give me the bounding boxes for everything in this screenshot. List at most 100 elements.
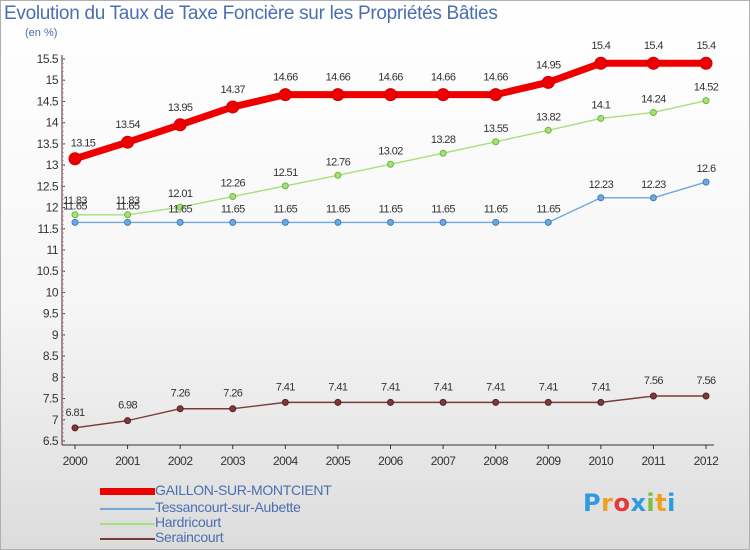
data-label: 6.98 [118,400,137,412]
data-point [121,135,135,149]
data-label: 14.95 [536,59,561,71]
y-tick-label: 14 [46,116,59,130]
y-tick-label: 10.5 [37,264,59,278]
data-point [71,424,79,432]
data-point [226,100,240,114]
data-point [492,138,500,146]
x-tick-label: 2003 [220,454,246,468]
x-tick-label: 2009 [536,454,562,468]
data-point [702,97,710,105]
data-point [492,218,500,226]
x-tick-label: 2007 [431,454,457,468]
data-label: 13.54 [115,119,140,131]
data-label: 13.82 [536,111,561,123]
legend-label-tessancourt: Tessancourt-sur-Aubette [155,499,301,515]
data-label: 7.26 [223,388,242,400]
y-tick-label: 7 [52,413,59,427]
data-label: 12.76 [326,156,351,168]
data-point [176,203,184,211]
data-label: 7.41 [539,381,558,393]
data-label: 14.66 [431,72,456,84]
data-label: 11.65 [273,203,297,215]
data-point [229,405,237,413]
data-label: 12.51 [273,167,298,179]
data-label: 12.6 [696,163,715,175]
data-point [229,218,237,226]
x-tick-label: 2002 [168,454,194,468]
data-label: 7.41 [328,381,347,393]
data-point [699,56,713,70]
y-tick-label: 12 [46,201,59,215]
data-label: 11.65 [431,203,455,215]
y-tick-label: 14.5 [37,94,59,108]
data-label: 12.23 [589,179,614,191]
data-label: 7.56 [644,375,663,387]
y-tick-label: 11.5 [38,222,59,236]
data-label: 7.26 [171,388,190,400]
data-label: 6.81 [65,407,84,419]
data-point [281,218,289,226]
logo-letter: i [646,489,656,517]
data-point [544,398,552,406]
data-label: 11.65 [63,200,87,212]
y-tick-label: 15 [46,73,59,87]
logo-letter: i [667,489,676,517]
data-label: 14.37 [220,84,245,96]
data-point [124,218,132,226]
data-point [649,108,657,116]
data-point [597,194,605,202]
x-tick-label: 2010 [588,454,614,468]
data-label: 12.01 [168,188,193,200]
data-point [439,218,447,226]
data-point [649,392,657,400]
x-tick-label: 2001 [115,454,141,468]
x-tick-label: 2004 [273,454,299,468]
data-label: 13.15 [71,138,96,150]
data-point [281,398,289,406]
legend-label-seraincourt: Seraincourt [155,529,224,545]
data-label: 11.83 [63,195,87,207]
x-tick-label: 2005 [326,454,352,468]
legend-swatch-tessancourt [100,508,155,510]
data-label: 14.66 [483,72,508,84]
data-point [331,88,345,102]
data-label: 11.83 [116,195,140,207]
y-tick-label: 12.5 [37,179,59,193]
data-point [439,398,447,406]
data-label: 14.1 [591,99,610,111]
data-label: 15.4 [696,40,715,52]
y-tick-label: 10 [46,285,59,299]
data-point [544,126,552,134]
y-tick-label: 13 [46,158,59,172]
x-tick-label: 2008 [483,454,509,468]
legend-label-hardricourt: Hardricourt [155,514,221,530]
logo-letter: P [583,489,602,517]
y-tick-label: 6.5 [43,434,59,448]
data-label: 7.41 [434,381,453,393]
data-point [492,398,500,406]
data-point [68,152,82,166]
data-point [384,88,397,102]
data-point [702,178,710,186]
x-tick-label: 2000 [63,454,89,468]
data-point [229,193,237,201]
x-tick-label: 2011 [642,454,667,468]
data-point [71,218,79,226]
y-tick-label: 15.5 [37,52,59,66]
data-point [597,114,605,122]
data-point [489,88,503,102]
data-label: 14.66 [378,72,403,84]
data-label: 12.26 [220,178,245,190]
y-tick-label: 11 [47,243,59,257]
logo-letter: o [613,489,631,517]
legend-swatch-seraincourt [100,538,155,540]
legend-label-gaillon: GAILLON-SUR-MONTCIENT [155,482,332,498]
data-label: 14.52 [694,82,719,94]
data-label: 13.55 [483,123,508,135]
data-point [387,398,394,406]
data-point [173,118,187,132]
data-label: 11.65 [116,200,140,212]
data-label: 14.66 [326,72,351,84]
chart-subtitle: (en %) [25,27,58,39]
